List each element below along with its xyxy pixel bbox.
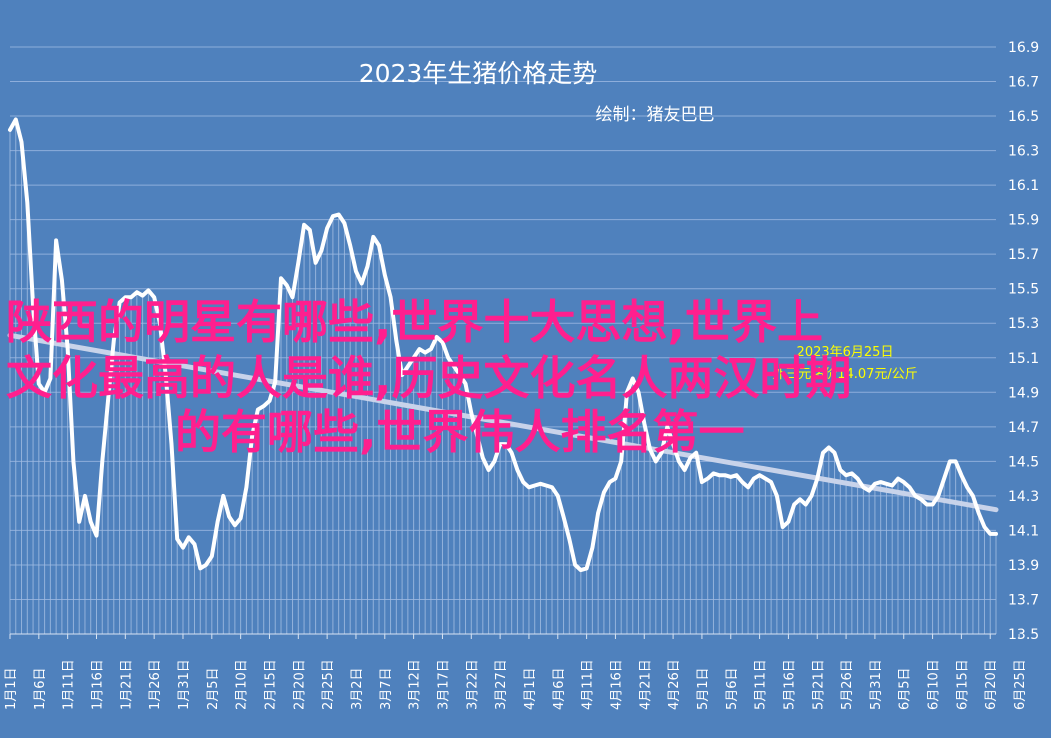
- overlay-text-line-1: 陕西的明星有哪些,世界十大思想,世界上: [6, 295, 823, 349]
- series-price-line: [8, 117, 998, 573]
- linear-trendline: [7, 332, 999, 513]
- x-tick-label: 5月11日: [754, 659, 769, 710]
- annotation-line-1: 2023年6月25日: [797, 345, 894, 360]
- y-tick-label: 14.7: [1008, 420, 1039, 436]
- x-tick-label: 2月20日: [292, 659, 307, 710]
- annotation-line-2: 外三元猪价14.07元/公斤: [772, 367, 918, 382]
- y-tick-label: 15.5: [1008, 282, 1039, 298]
- y-tick-label: 13.5: [1008, 627, 1039, 643]
- x-tick-label: 4月21日: [638, 659, 653, 710]
- x-tick-label: 5月21日: [811, 659, 826, 710]
- x-tick-label: 5月26日: [840, 659, 855, 710]
- x-tick-label: 2月5日: [206, 667, 221, 710]
- x-tick-label: 2月25日: [321, 659, 336, 710]
- y-tick-label: 15.3: [1008, 316, 1039, 332]
- chart-subtitle: 绘制：猪友巴巴: [596, 105, 715, 125]
- x-tick-label: 3月12日: [408, 659, 423, 710]
- y-tick-label: 16.9: [1008, 40, 1039, 56]
- x-tick-label: 4月16日: [609, 659, 624, 710]
- area-fill: [9, 119, 997, 634]
- x-tick-label: 5月1日: [696, 667, 711, 710]
- x-tick-label: 5月16日: [782, 659, 797, 710]
- x-tick-label: 1月31日: [177, 659, 192, 710]
- y-tick-label: 14.5: [1008, 454, 1039, 470]
- x-tick-label: 6月25日: [1013, 659, 1028, 710]
- y-tick-label: 16.5: [1008, 109, 1039, 125]
- x-tick-label: 4月1日: [523, 667, 538, 710]
- x-axis-ticks: 1月1日 1月6日 1月11日 1月16日 1月21日 1月26日 1月31日 2月5日 2月1…: [4, 633, 1028, 710]
- y-tick-label: 14.3: [1008, 489, 1039, 505]
- x-tick-label: 2月15日: [263, 659, 278, 710]
- overlay-text-line-3: 的有哪些,世界伟人排名第一: [175, 405, 744, 459]
- x-tick-label: 3月17日: [436, 659, 451, 710]
- x-tick-label: 5月31日: [869, 659, 884, 710]
- y-tick-label: 13.7: [1008, 592, 1039, 608]
- x-tick-label: 2月10日: [235, 659, 250, 710]
- x-tick-label: 3月27日: [494, 659, 509, 710]
- y-tick-label: 16.3: [1008, 144, 1039, 160]
- chart-title: 2023年生猪价格走势: [359, 59, 598, 88]
- x-tick-label: 1月6日: [33, 667, 48, 710]
- y-tick-label: 15.1: [1008, 351, 1039, 367]
- x-tick-label: 4月6日: [552, 667, 567, 710]
- x-tick-label: 1月11日: [62, 659, 77, 710]
- trend-line: [7, 332, 999, 513]
- x-tick-label: 6月10日: [927, 659, 942, 710]
- x-tick-label: 1月16日: [90, 659, 105, 710]
- y-axis-ticks: 13.5 13.7 13.9 14.1 14.3 14.5 14.7 14.9 15.1 15.3…: [1008, 40, 1039, 643]
- y-tick-label: 16.7: [1008, 75, 1039, 91]
- x-tick-label: 1月1日: [4, 667, 19, 710]
- x-tick-label: 1月26日: [148, 659, 163, 710]
- x-tick-label: 4月11日: [581, 659, 596, 710]
- x-tick-label: 3月2日: [350, 667, 365, 710]
- x-tick-label: 1月21日: [119, 659, 134, 710]
- grid-lines: [10, 46, 996, 635]
- x-tick-label: 6月20日: [984, 659, 999, 710]
- y-tick-label: 15.7: [1008, 247, 1039, 263]
- x-tick-label: 3月7日: [379, 667, 394, 710]
- x-tick-label: 4月26日: [667, 659, 682, 710]
- y-tick-label: 15.9: [1008, 213, 1039, 229]
- overlay-text-line-2: 文化最高的人是谁,历史文化名人两汉时期: [6, 351, 851, 405]
- x-tick-label: 6月5日: [898, 667, 913, 710]
- y-tick-label: 14.9: [1008, 385, 1039, 401]
- x-tick-label: 3月22日: [465, 659, 480, 710]
- series-line: [8, 117, 998, 573]
- x-tick-label: 5月6日: [725, 667, 740, 710]
- x-tick-label: 6月15日: [955, 659, 970, 710]
- y-tick-label: 13.9: [1008, 558, 1039, 574]
- y-tick-label: 16.1: [1008, 178, 1039, 194]
- y-tick-label: 14.1: [1008, 523, 1039, 539]
